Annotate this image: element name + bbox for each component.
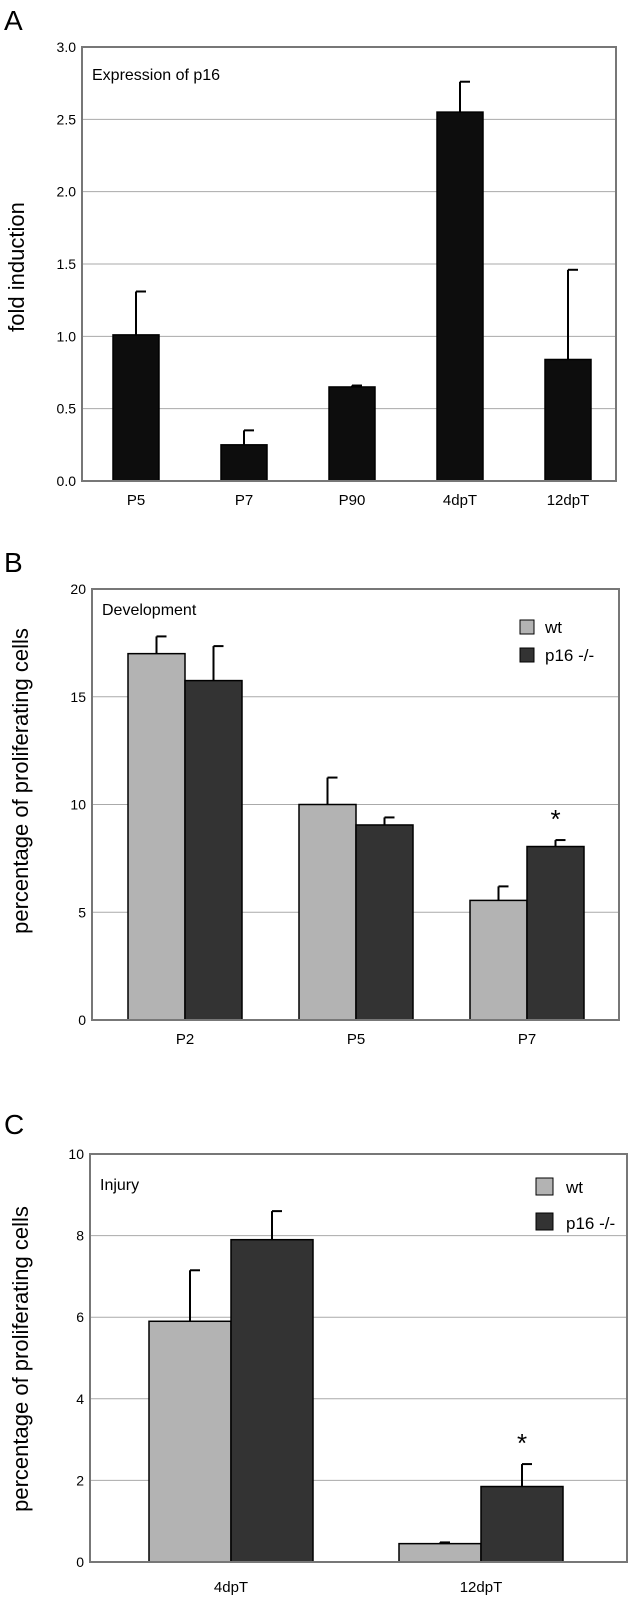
panel-c-bar-4dpt-s1: [230, 1238, 314, 1563]
panel-a-letter: A: [4, 5, 23, 36]
panel-a-ytick-label: 0.5: [57, 401, 77, 417]
panel-c-bar-4dpt-s0: [148, 1320, 232, 1563]
panel-a-bar-p90: [328, 386, 376, 482]
panel-b-legend-label-wt: wt: [544, 618, 562, 637]
panel-a-ylabel: fold induction: [4, 202, 29, 332]
panel-b-legend-label-ko: p16 -/-: [545, 646, 594, 665]
panel-b-ytick-label: 10: [70, 797, 86, 813]
panel-a-ytick-label: 3.0: [57, 39, 77, 55]
panel-c: C percentage of proliferating cells 0 2 4 6…: [4, 1109, 628, 1596]
panel-c-xtick-label: 12dpT: [460, 1579, 503, 1596]
panel-c-ylabel: percentage of proliferating cells: [8, 1206, 33, 1512]
panel-c-legend-label-wt: wt: [565, 1178, 583, 1197]
panel-c-bar-12dpt-s1: [480, 1485, 564, 1563]
panel-b-plot-frame: [91, 588, 620, 1021]
panel-a-xtick-label: 12dpT: [547, 492, 590, 509]
panel-b-bar-p2-s0: [127, 652, 186, 1021]
panel-c-ytick-label: 6: [76, 1309, 84, 1325]
panel-a-bar-p7: [220, 444, 268, 482]
panel-a-bar-12dpt: [544, 358, 592, 482]
panel-c-ytick-label: 10: [68, 1146, 84, 1162]
panel-b-legend-swatch-ko: [519, 647, 535, 663]
panel-b-ytick-label: 20: [70, 581, 86, 597]
panel-b-title: Development: [102, 602, 197, 619]
panel-b-xtick-label: P7: [518, 1031, 536, 1048]
panel-b-xtick-label: P5: [347, 1031, 365, 1048]
panel-b-ytick-label: 0: [78, 1012, 86, 1028]
panel-b-bar-p7-s0: [469, 899, 528, 1021]
panel-a-bar-p5: [112, 334, 160, 482]
panel-b-bar-p2-s1: [184, 679, 243, 1021]
panel-a-ytick-label: 2.0: [57, 184, 77, 200]
panel-c-bar-12dpt-s0: [398, 1542, 482, 1563]
panel-b-bar-p7-s1: [526, 845, 585, 1021]
panel-a-bar-4dpt: [436, 111, 484, 482]
panel-c-ytick-label: 4: [76, 1391, 84, 1407]
panel-b-ytick-label: 5: [78, 904, 86, 920]
panel-b-legend-swatch-wt: [519, 619, 535, 635]
panel-b-letter: B: [4, 547, 23, 578]
panel-c-ytick-label: 8: [76, 1228, 84, 1244]
panel-a-xtick-label: 4dpT: [443, 492, 477, 509]
panel-a-ytick-label: 1.0: [57, 328, 77, 344]
panel-c-legend-swatch-ko: [535, 1212, 554, 1231]
panel-a-xtick-label: P5: [127, 492, 145, 509]
panel-c-legend: wt p16 -/-: [535, 1177, 615, 1233]
panel-c-ytick-label: 0: [76, 1554, 84, 1570]
panel-a-ytick-label: 2.5: [57, 111, 77, 127]
panel-b: B percentage of proliferating cells 0 5 10…: [4, 547, 620, 1048]
panel-c-xtick-label: 4dpT: [214, 1579, 248, 1596]
panel-a: A fold induction 0.0 0.5 1.0 1.5 2.0 2.5 3.0 P…: [4, 5, 617, 509]
panel-c-significance-star: *: [517, 1428, 527, 1458]
panel-a-ytick-label: 0.0: [57, 473, 77, 489]
panel-b-xtick-label: P2: [176, 1031, 194, 1048]
panel-a-xtick-label: P90: [339, 492, 366, 509]
panel-c-ytick-label: 2: [76, 1472, 84, 1488]
panel-b-bar-p5-s0: [298, 803, 357, 1021]
panel-a-plot-frame: [81, 46, 617, 482]
panel-c-plot-frame: [89, 1153, 628, 1563]
panel-c-letter: C: [4, 1109, 24, 1140]
panel-b-bar-p5-s1: [355, 824, 414, 1021]
panel-c-legend-swatch-wt: [535, 1177, 554, 1196]
panel-b-ytick-label: 15: [70, 689, 86, 705]
panel-a-title: Expression of p16: [92, 67, 220, 84]
panel-b-significance-star: *: [550, 804, 560, 834]
panel-b-legend: wt p16 -/-: [519, 618, 594, 665]
panel-a-ytick-label: 1.5: [57, 256, 77, 272]
panel-c-legend-label-ko: p16 -/-: [566, 1214, 615, 1233]
panel-a-xtick-label: P7: [235, 492, 253, 509]
panel-c-title: Injury: [100, 1177, 139, 1194]
panel-b-ylabel: percentage of proliferating cells: [8, 628, 33, 934]
